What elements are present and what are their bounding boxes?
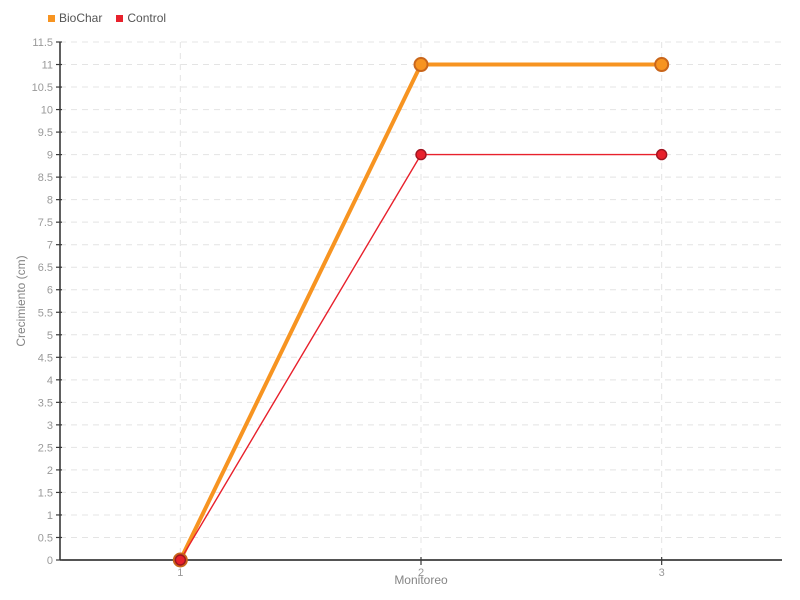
x-tick-label: 3 bbox=[659, 567, 665, 579]
x-tick-label: 1 bbox=[177, 567, 183, 579]
x-tick-label: 2 bbox=[418, 567, 424, 579]
y-tick-label: 9 bbox=[47, 150, 53, 162]
y-tick-label: 0 bbox=[47, 555, 53, 567]
y-tick-label: 1.5 bbox=[38, 487, 53, 499]
y-tick-label: 4.5 bbox=[38, 352, 53, 364]
chart-legend: BioChar Control bbox=[48, 12, 166, 24]
y-axis-title: Crecimiento (cm) bbox=[14, 255, 28, 346]
legend-label-biochar: BioChar bbox=[59, 11, 103, 25]
y-tick-label: 10 bbox=[41, 105, 53, 117]
y-tick-label: 3 bbox=[47, 420, 53, 432]
marker-biochar-2[interactable] bbox=[413, 57, 429, 73]
y-tick-label: 2 bbox=[47, 465, 53, 477]
y-tick-label: 7.5 bbox=[38, 217, 53, 229]
legend-item-control[interactable]: Control bbox=[116, 12, 166, 24]
y-tick-label: 6 bbox=[47, 285, 53, 297]
y-tick-label: 8 bbox=[47, 195, 53, 207]
y-tick-label: 11 bbox=[42, 60, 53, 72]
y-tick-label: 5.5 bbox=[38, 307, 53, 319]
y-tick-label: 1 bbox=[47, 510, 53, 522]
y-tick-label: 11.5 bbox=[32, 37, 53, 49]
y-tick-label: 4 bbox=[47, 375, 53, 387]
y-tick-label: 2.5 bbox=[38, 442, 53, 454]
marker-control-2[interactable] bbox=[415, 148, 427, 161]
legend-swatch-control bbox=[116, 14, 124, 22]
marker-control-3[interactable] bbox=[655, 148, 668, 161]
x-axis-title: Monitoreo bbox=[394, 573, 448, 587]
y-tick-label: 6.5 bbox=[38, 262, 53, 274]
marker-control-1[interactable] bbox=[174, 554, 187, 566]
y-tick-label: 7 bbox=[47, 240, 53, 252]
y-tick-label: 10.5 bbox=[32, 82, 53, 94]
y-tick-label: 3.5 bbox=[38, 397, 53, 409]
legend-label-control: Control bbox=[127, 11, 167, 25]
legend-item-biochar[interactable]: BioChar bbox=[48, 12, 102, 24]
y-tick-label: 0.5 bbox=[38, 532, 53, 544]
y-tick-label: 8.5 bbox=[38, 172, 53, 184]
y-tick-label: 5 bbox=[47, 330, 53, 342]
legend-swatch-biochar bbox=[48, 14, 55, 22]
y-tick-label: 9.5 bbox=[38, 127, 53, 139]
marker-biochar-3[interactable] bbox=[654, 57, 670, 73]
